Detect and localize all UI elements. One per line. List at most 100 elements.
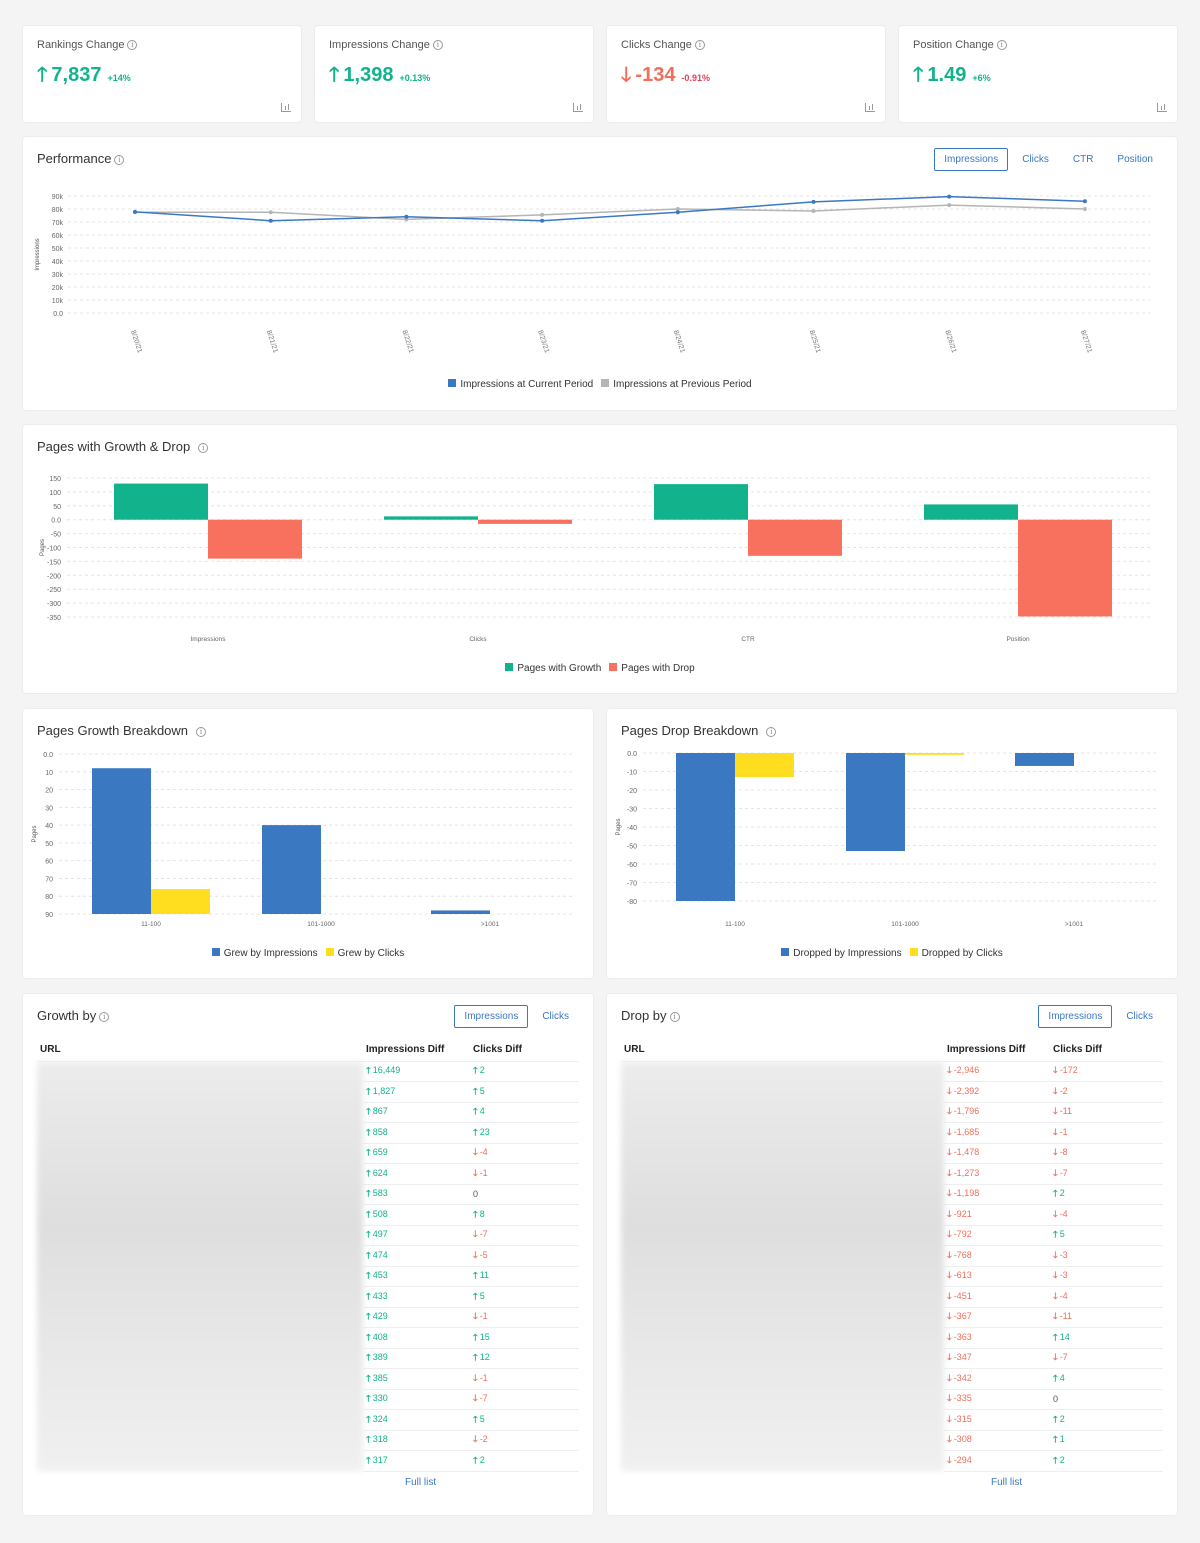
table-row[interactable]: 🡑 497 🡓 -7 xyxy=(37,1225,579,1246)
table-row[interactable]: 🡑 16,449 🡑 2 xyxy=(37,1061,579,1471)
table-row[interactable]: 🡓 -1,478 🡓 -8 xyxy=(621,1143,1163,1164)
table-row[interactable]: 🡑 583 0 xyxy=(37,1184,579,1205)
y-tick-label: 60k xyxy=(52,233,64,240)
info-icon[interactable]: i xyxy=(127,40,138,51)
table-row[interactable]: 🡓 -367 🡓 -11 xyxy=(621,1307,1163,1328)
table-row[interactable]: 🡑 453 🡑 11 xyxy=(37,1266,579,1287)
table-row[interactable]: 🡓 -1,273 🡓 -7 xyxy=(621,1163,1163,1185)
table-row[interactable]: 🡓 -1,198 🡑 2 xyxy=(621,1184,1163,1205)
column-header-clicks-diff[interactable]: Clicks Diff xyxy=(470,1039,579,1062)
table-row[interactable]: 🡓 -1,685 🡓 -1 xyxy=(621,1122,1163,1144)
table-row[interactable]: 🡑 318 🡓 -2 xyxy=(37,1430,579,1451)
x-tick-label: 8/27/21 xyxy=(1079,329,1093,353)
tab-impressions[interactable]: Impressions xyxy=(1038,1005,1113,1028)
diff-value: -172 xyxy=(1059,1065,1078,1076)
info-icon[interactable]: i xyxy=(766,726,777,737)
info-icon[interactable]: i xyxy=(196,726,207,737)
tab-clicks[interactable]: Clicks xyxy=(1126,1011,1153,1022)
tab-impressions[interactable]: Impressions xyxy=(454,1005,529,1028)
full-list-link[interactable]: Full list xyxy=(405,1477,437,1488)
table-row[interactable]: 🡑 330 🡓 -7 xyxy=(37,1389,579,1410)
bar-chart-icon[interactable] xyxy=(573,103,583,112)
info-icon[interactable]: i xyxy=(114,154,125,165)
table-row[interactable]: 🡓 -921 🡓 -4 xyxy=(621,1204,1163,1226)
table-row[interactable]: 🡓 -294 🡑 2 xyxy=(621,1450,1163,1472)
bar-chart-icon[interactable] xyxy=(281,103,291,112)
table-row[interactable]: 🡓 -2,392 🡓 -2 xyxy=(621,1081,1163,1103)
clicks-diff-cell: 🡑 2 xyxy=(1050,1450,1163,1472)
arrow-up-icon: 🡑 xyxy=(473,1331,478,1342)
table-row[interactable]: 🡓 -768 🡓 -3 xyxy=(621,1245,1163,1267)
table-row[interactable]: 🡑 858 🡑 23 xyxy=(37,1122,579,1144)
legend-item[interactable]: Impressions at Previous Period xyxy=(601,379,752,390)
diff-value: 5 xyxy=(479,1290,485,1301)
full-list-link[interactable]: Full list xyxy=(991,1477,1023,1488)
arrow-up-icon: 🡑 xyxy=(366,1126,371,1137)
table-row[interactable]: 🡓 -792 🡑 5 xyxy=(621,1225,1163,1246)
legend-item[interactable]: Dropped by Impressions xyxy=(781,948,902,959)
info-icon[interactable]: i xyxy=(198,442,209,453)
table-row[interactable]: 🡓 -451 🡓 -4 xyxy=(621,1286,1163,1308)
table-row[interactable]: 🡑 508 🡑 8 xyxy=(37,1204,579,1226)
table-row[interactable]: 🡑 867 🡑 4 xyxy=(37,1102,579,1123)
table-row[interactable]: 🡓 -315 🡑 2 xyxy=(621,1409,1163,1431)
legend-item[interactable]: Grew by Clicks xyxy=(325,948,404,959)
url-cell-blurred[interactable] xyxy=(621,1061,944,1471)
clicks-diff-cell: 🡓 -11 xyxy=(1050,1307,1163,1328)
info-icon[interactable]: i xyxy=(669,1011,680,1022)
column-header-impressions-diff[interactable]: Impressions Diff xyxy=(363,1039,470,1062)
bar-chart-icon[interactable] xyxy=(865,103,875,112)
clicks-diff-cell: 🡓 -172 xyxy=(1050,1061,1163,1082)
table-row[interactable]: 🡑 1,827 🡑 5 xyxy=(37,1081,579,1103)
table-row[interactable]: 🡓 -347 🡓 -7 xyxy=(621,1348,1163,1369)
diff-value: -921 xyxy=(953,1208,972,1219)
table-row[interactable]: 🡓 -308 🡑 1 xyxy=(621,1430,1163,1451)
info-icon[interactable]: i xyxy=(694,40,705,51)
x-tick-label: 101-1000 xyxy=(891,921,919,928)
table-row[interactable]: 🡑 389 🡑 12 xyxy=(37,1348,579,1369)
bar-chart-icon[interactable] xyxy=(1157,103,1167,112)
column-header-clicks-diff[interactable]: Clicks Diff xyxy=(1050,1039,1163,1062)
x-tick-label: 11-100 xyxy=(141,921,161,928)
clicks-diff-cell: 🡑 5 xyxy=(470,1081,579,1103)
table-row[interactable]: 🡓 -613 🡓 -3 xyxy=(621,1266,1163,1287)
legend-item[interactable]: Pages with Drop xyxy=(609,663,695,674)
tab-clicks[interactable]: Clicks xyxy=(542,1011,569,1022)
tab-ctr[interactable]: CTR xyxy=(1072,154,1094,165)
table-row[interactable]: 🡓 -342 🡑 4 xyxy=(621,1368,1163,1390)
url-cell-blurred[interactable] xyxy=(37,1061,363,1471)
y-tick-label: 60 xyxy=(45,859,53,866)
legend-item[interactable]: Grew by Impressions xyxy=(211,948,318,959)
impressions-diff-cell: 🡑 624 xyxy=(363,1163,470,1185)
table-row[interactable]: 🡓 -2,946 🡓 -172 xyxy=(621,1061,1163,1471)
table-row[interactable]: 🡑 317 🡑 2 xyxy=(37,1450,579,1472)
legend-item[interactable]: Impressions at Current Period xyxy=(448,379,593,390)
table-row[interactable]: 🡑 385 🡓 -1 xyxy=(37,1368,579,1390)
column-header-impressions-diff[interactable]: Impressions Diff xyxy=(944,1039,1050,1062)
info-icon[interactable]: i xyxy=(99,1011,110,1022)
table-row[interactable]: 🡑 659 🡓 -4 xyxy=(37,1143,579,1164)
table-row[interactable]: 🡑 474 🡓 -5 xyxy=(37,1245,579,1267)
tab-impressions[interactable]: Impressions xyxy=(934,148,1009,171)
tab-clicks[interactable]: Clicks xyxy=(1022,154,1049,165)
legend-item[interactable]: Pages with Growth xyxy=(505,663,601,674)
table-row[interactable]: 🡑 408 🡑 15 xyxy=(37,1327,579,1349)
diff-value: 508 xyxy=(372,1208,388,1219)
column-header-url[interactable]: URL xyxy=(621,1039,944,1062)
arrow-down-icon: 🡓 xyxy=(1053,1126,1058,1137)
table-row[interactable]: 🡓 -1,796 🡓 -11 xyxy=(621,1102,1163,1123)
table-row[interactable]: 🡑 624 🡓 -1 xyxy=(37,1163,579,1185)
impressions-diff-cell: 🡓 -1,685 xyxy=(944,1122,1050,1144)
tab-position[interactable]: Position xyxy=(1117,154,1153,165)
table-row[interactable]: 🡑 324 🡑 5 xyxy=(37,1409,579,1431)
diff-value: -1 xyxy=(1059,1126,1068,1137)
info-icon[interactable]: i xyxy=(996,40,1007,51)
table-row[interactable]: 🡑 429 🡓 -1 xyxy=(37,1307,579,1328)
info-icon[interactable]: i xyxy=(432,40,443,51)
table-row[interactable]: 🡑 433 🡑 5 xyxy=(37,1286,579,1308)
table-row[interactable]: 🡓 -363 🡑 14 xyxy=(621,1327,1163,1349)
legend-item[interactable]: Dropped by Clicks xyxy=(909,948,1003,959)
table-row[interactable]: 🡓 -335 0 xyxy=(621,1389,1163,1410)
column-header-url[interactable]: URL xyxy=(37,1039,363,1062)
arrow-up-icon: 🡑 xyxy=(366,1434,371,1445)
